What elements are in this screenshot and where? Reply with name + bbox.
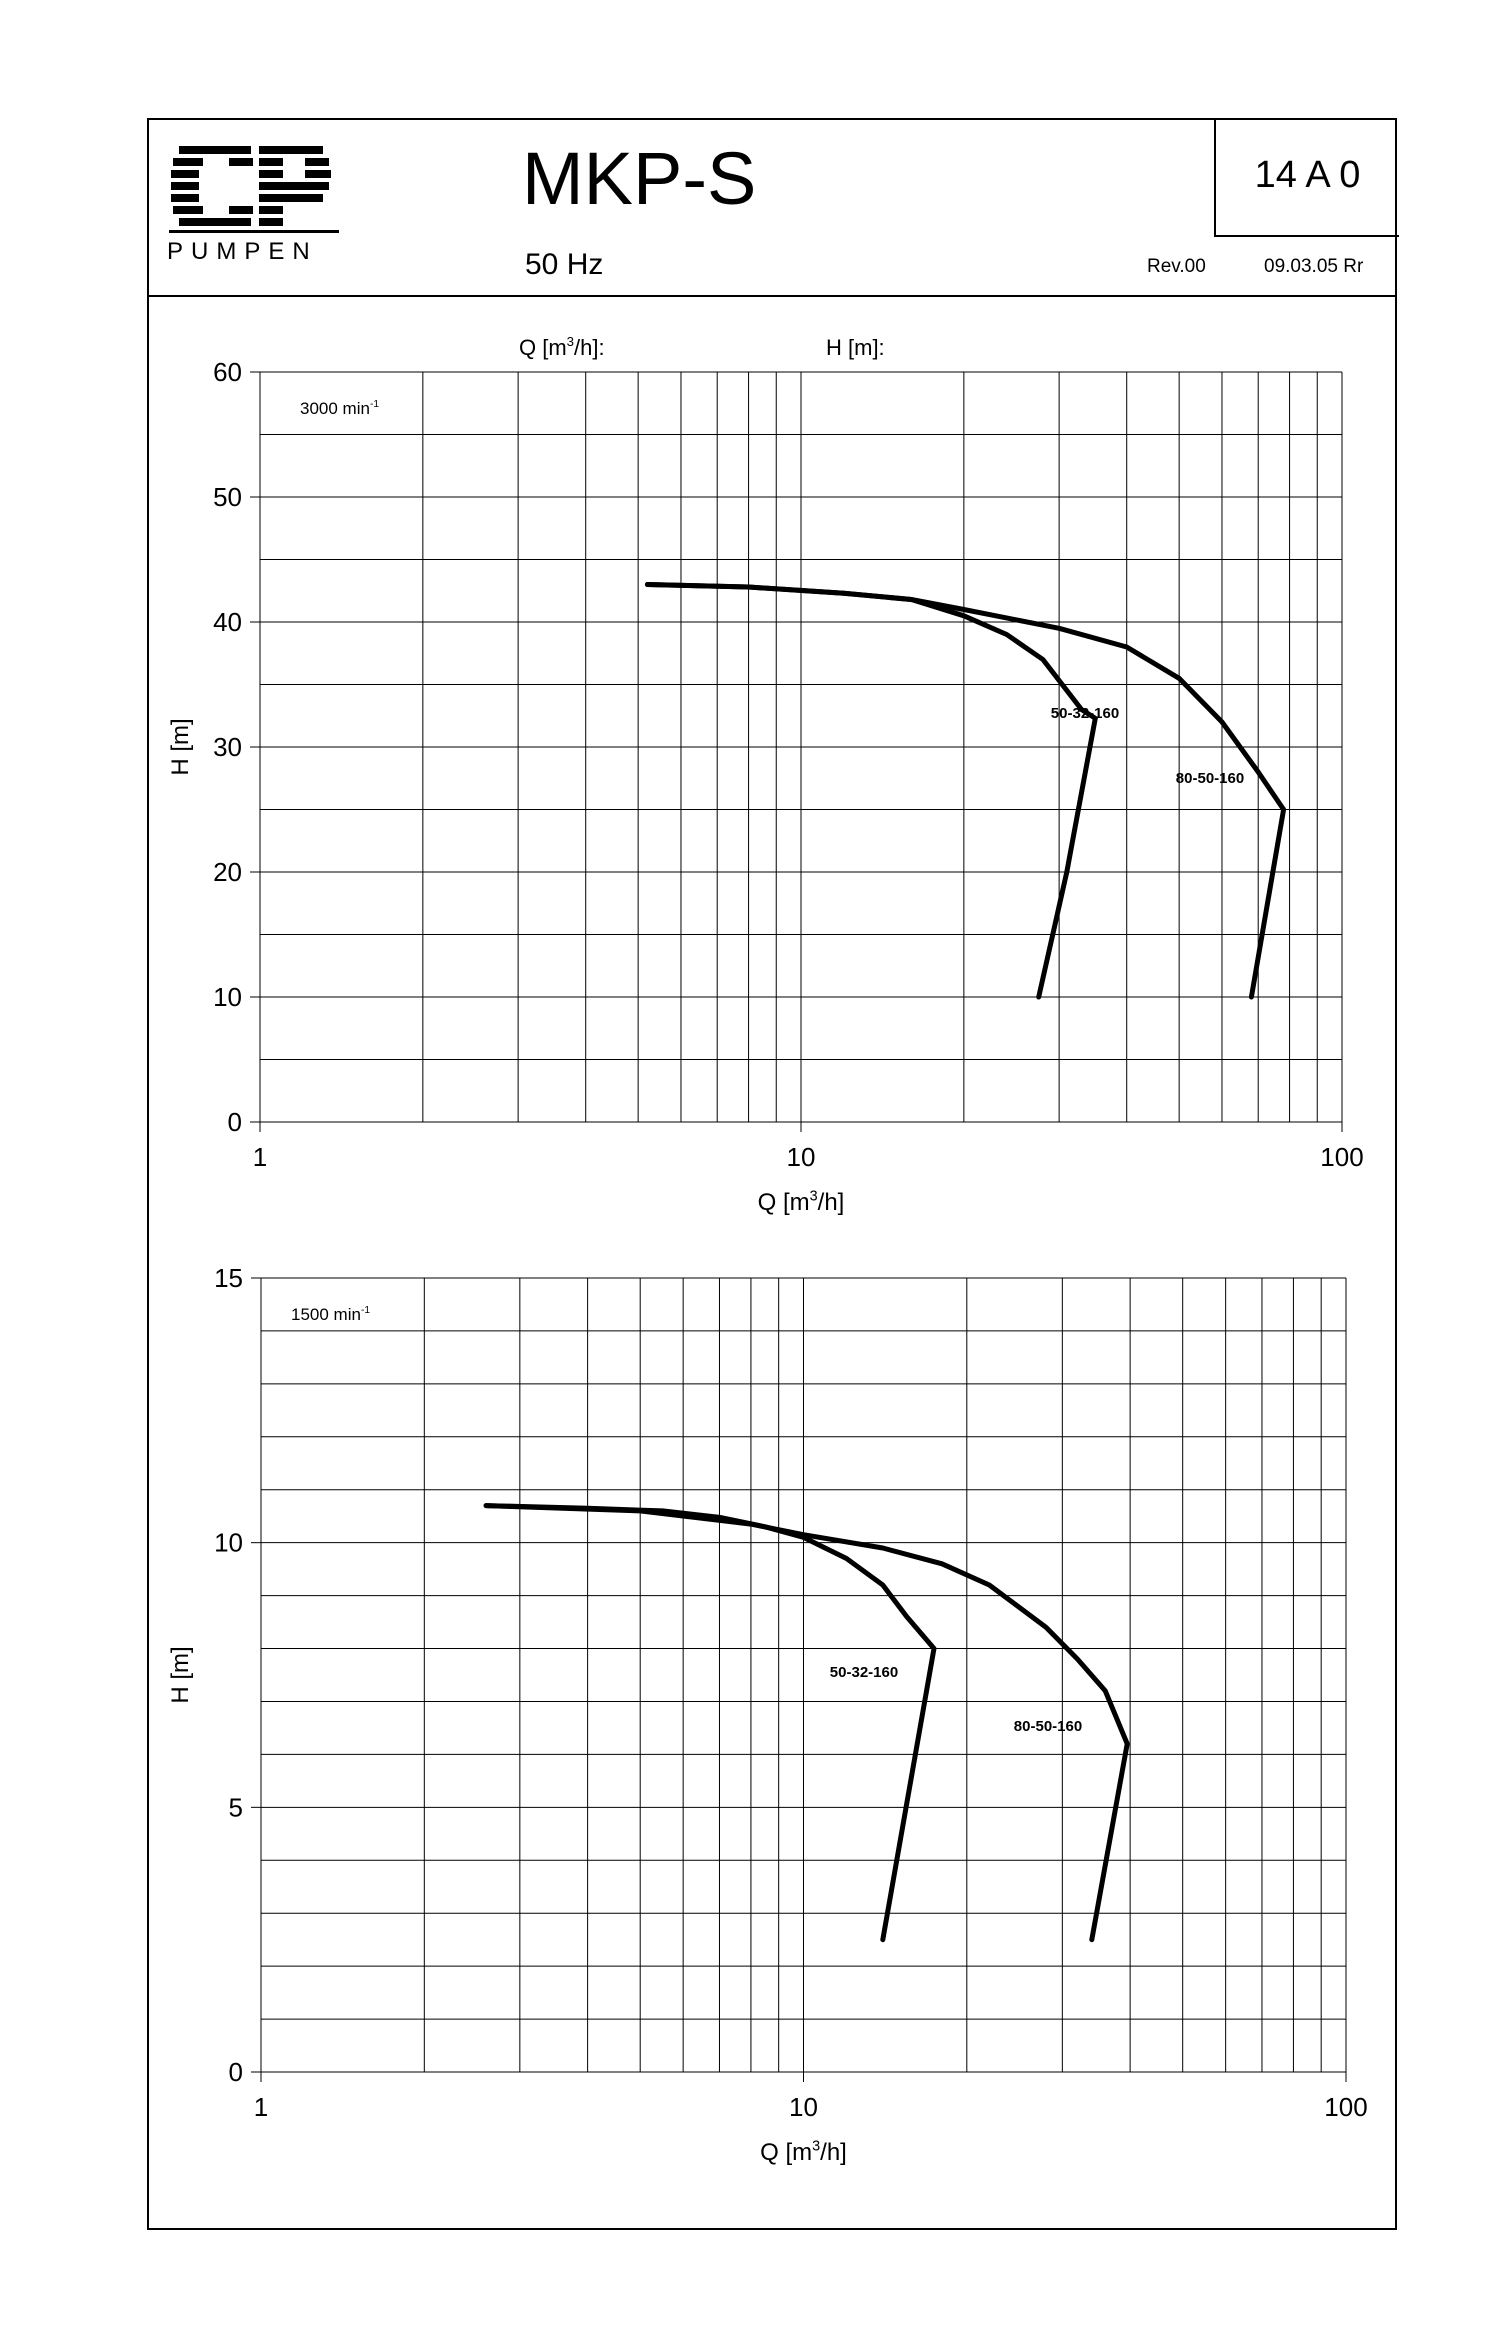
curve-50-32-160 — [644, 582, 1098, 1000]
curve-label: 50-32-160 — [830, 1664, 898, 1681]
x-tick-label: 100 — [1320, 1142, 1363, 1172]
revision: Rev.00 — [1147, 256, 1206, 277]
x-tick-label: 10 — [789, 2092, 818, 2122]
y-tick-label: 60 — [213, 357, 242, 387]
y-tick-label: 0 — [229, 2057, 243, 2087]
curve-80-50-160 — [644, 582, 1287, 1000]
y-tick-label: 10 — [214, 1528, 243, 1558]
page-title: MKP-S — [522, 137, 757, 220]
y-tick-label: 10 — [213, 982, 242, 1012]
date: 09.03.05 Rr — [1264, 256, 1364, 277]
frequency: 50 Hz — [525, 248, 604, 281]
top-h-label: H [m]: — [826, 335, 885, 360]
speed-label: 3000 min-1 — [300, 399, 379, 418]
cp-logo — [169, 146, 339, 233]
y-axis-label: H [m] — [167, 1646, 194, 1703]
y-tick-label: 5 — [229, 1792, 243, 1822]
curve-label: 80-50-160 — [1014, 1718, 1082, 1735]
y-tick-label: 40 — [213, 607, 242, 637]
header-divider — [149, 295, 1395, 297]
x-tick-label: 10 — [787, 1142, 816, 1172]
curve-50-32-160 — [483, 1503, 937, 1943]
logo-word: PUMPEN — [167, 238, 318, 265]
y-tick-label: 20 — [213, 857, 242, 887]
y-tick-label: 0 — [228, 1107, 242, 1137]
code-box: 14 A 0 — [1214, 118, 1399, 237]
speed-label: 1500 min-1 — [291, 1305, 370, 1324]
y-axis-label: H [m] — [167, 718, 194, 775]
datasheet-frame: PUMPEN MKP-S 50 Hz 14 A 0 Rev.00 09.03.0… — [147, 118, 1399, 2230]
x-tick-label: 100 — [1324, 2092, 1367, 2122]
sheet-code: 14 A 0 — [1254, 154, 1361, 196]
x-tick-label: 1 — [253, 1142, 267, 1172]
x-axis-label: Q [m3/h] — [758, 1188, 845, 1216]
x-axis-label: Q [m3/h] — [760, 2138, 847, 2166]
top-q-label: Q [m3/h]: — [519, 334, 605, 360]
y-tick-label: 50 — [213, 482, 242, 512]
y-tick-label: 15 — [214, 1263, 243, 1293]
x-tick-label: 1 — [254, 2092, 268, 2122]
curve-label: 80-50-160 — [1176, 770, 1244, 787]
y-tick-label: 30 — [213, 732, 242, 762]
curve-80-50-160 — [483, 1503, 1130, 1943]
curve-label: 50-32-160 — [1051, 705, 1119, 722]
